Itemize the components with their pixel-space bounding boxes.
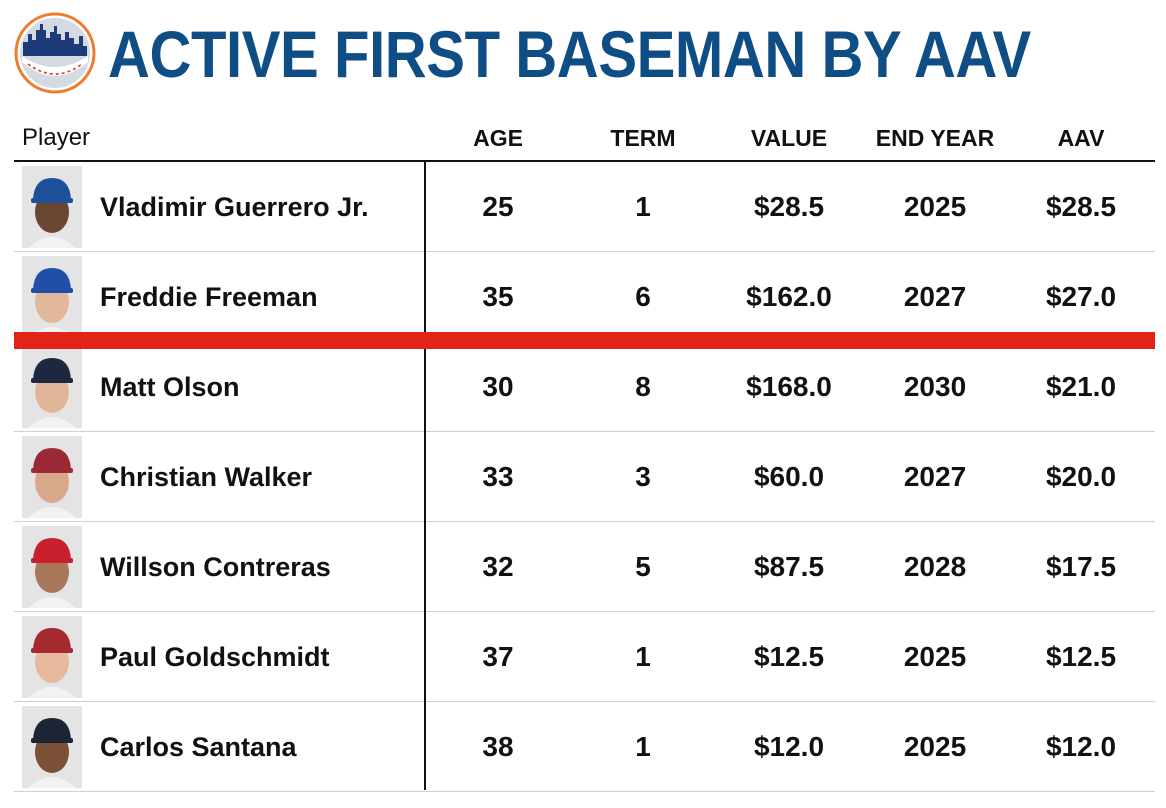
column-header-value: VALUE [750,125,828,151]
player-headshot-icon [22,346,82,428]
player-column-divider [424,162,426,790]
player-headshot-icon [22,706,82,788]
table-row: Willson Contreras 32 5 $87.5 2028 $17.5 [14,522,1155,612]
column-header-age: AGE [473,125,523,151]
player-name: Carlos Santana [100,732,297,762]
cell-aav: $27.0 [1045,281,1117,312]
cell-term: 1 [635,641,651,672]
table-row: Vladimir Guerrero Jr. 25 1 $28.5 2025 $28.5 [14,162,1155,252]
row-divider [14,521,1155,522]
row-divider [14,701,1155,702]
row-divider [14,611,1155,612]
cell-aav: $20.0 [1045,461,1117,492]
player-headshot-icon [22,256,82,338]
cell-term: 1 [635,191,651,222]
cell-value: $12.5 [753,641,825,672]
cell-aav: $28.5 [1045,191,1117,222]
player-headshot-icon [22,526,82,608]
table-row: Paul Goldschmidt 37 1 $12.5 2025 $12.5 [14,612,1155,702]
cell-end-year: 2028 [903,551,967,582]
cell-end-year: 2030 [903,371,967,402]
cell-aav: $17.5 [1045,551,1117,582]
cell-age: 32 [482,551,514,582]
cell-value: $168.0 [746,371,832,402]
cell-value: $12.0 [753,731,825,762]
player-name: Vladimir Guerrero Jr. [100,192,369,222]
cell-value: $162.0 [746,281,832,312]
row-divider [14,791,1155,792]
column-header-end-year: END YEAR [875,125,995,151]
player-name: Freddie Freeman [100,282,318,312]
cell-age: 33 [482,461,514,492]
cell-aav: $12.5 [1045,641,1117,672]
cell-term: 6 [635,281,651,312]
cell-aav: $12.0 [1045,731,1117,762]
cell-end-year: 2025 [903,731,967,762]
player-name: Willson Contreras [100,552,331,582]
player-headshot-icon [22,166,82,248]
cell-term: 1 [635,731,651,762]
header-divider [14,160,1155,162]
player-name: Christian Walker [100,462,313,492]
cell-value: $28.5 [753,191,825,222]
cell-age: 30 [482,371,514,402]
row-divider [14,251,1155,252]
cutoff-line [14,332,1155,349]
cell-age: 37 [482,641,514,672]
mets-logo-icon [14,12,96,94]
cell-term: 3 [635,461,651,492]
cell-term: 5 [635,551,651,582]
column-header-term: TERM [610,125,676,151]
cell-value: $87.5 [753,551,825,582]
table-row: Christian Walker 33 3 $60.0 2027 $20.0 [14,432,1155,522]
player-name: Paul Goldschmidt [100,642,330,672]
cell-aav: $21.0 [1045,371,1117,402]
cell-age: 35 [482,281,514,312]
page-title: ACTIVE FIRST BASEMAN BY AAV [108,17,1031,91]
player-headshot-icon [22,436,82,518]
column-header-player: Player [22,124,91,151]
cell-end-year: 2025 [903,191,967,222]
cell-term: 8 [635,371,651,402]
column-header-aav: AAV [1057,125,1105,151]
cell-value: $60.0 [753,461,825,492]
table-row: Freddie Freeman 35 6 $162.0 2027 $27.0 [14,252,1155,342]
cell-age: 38 [482,731,514,762]
player-headshot-icon [22,616,82,698]
row-divider [14,431,1155,432]
table-row: Matt Olson 30 8 $168.0 2030 $21.0 [14,342,1155,432]
header: ACTIVE FIRST BASEMAN BY AAV [0,0,1166,108]
player-name: Matt Olson [100,372,240,402]
cell-end-year: 2027 [903,461,967,492]
cell-age: 25 [482,191,514,222]
cell-end-year: 2027 [903,281,967,312]
cell-end-year: 2025 [903,641,967,672]
table-row: Carlos Santana 38 1 $12.0 2025 $12.0 [14,702,1155,792]
